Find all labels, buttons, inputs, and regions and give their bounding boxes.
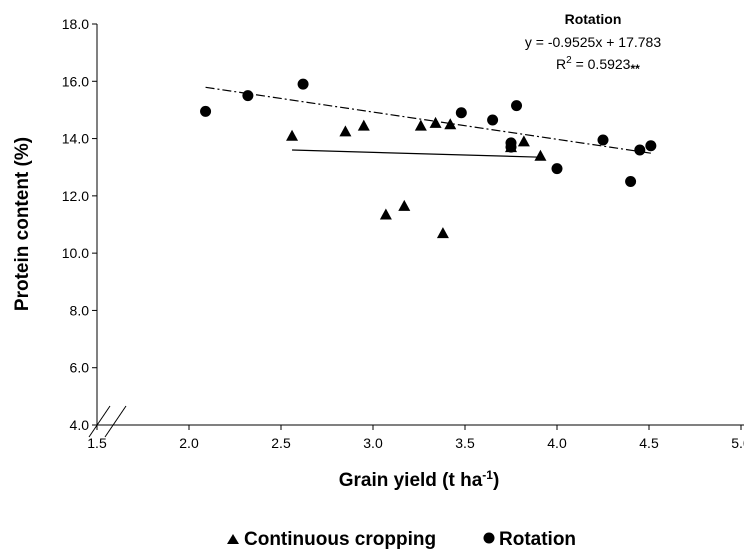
rotation-point [551,163,563,175]
rotation-point [625,176,637,188]
legend-label-continuous: Continuous cropping [244,529,436,550]
x-axis-title-main: Grain yield (t ha [339,470,483,491]
legend-triangle-marker [227,534,239,544]
r2-superscript: 2 [566,55,572,66]
x-tick-label: 2.0 [179,435,199,451]
continuous-cropping-point [414,119,427,131]
legend-circle-marker [483,532,495,544]
continuous-cropping-point [339,125,352,137]
continuous-cropping-point [444,118,457,130]
rotation-point [645,140,657,152]
axis-break-mark [88,405,111,438]
continuous-cropping-point [517,135,530,147]
x-axis-title: Grain yield (t ha-1) [339,468,500,491]
x-axis-title-superscript: -1 [482,468,493,482]
continuous-cropping-point [286,129,299,141]
x-tick-label: 1.5 [87,435,107,451]
rotation-point [487,114,499,126]
continuous-cropping-point [379,208,392,220]
y-tick-label: 16.0 [62,73,89,89]
rotation-point [455,107,467,119]
rotation-point [597,134,609,146]
continuous-cropping-point [534,149,547,161]
rotation-point [297,78,309,90]
x-tick-label: 3.5 [455,435,475,451]
annotation-r2: R2 = 0.5923** [556,55,640,76]
x-tick-label: 2.5 [271,435,291,451]
rotation-point [634,144,646,156]
y-tick-label: 4.0 [70,417,90,433]
trendlines [205,86,651,158]
r2-prefix: R [556,56,566,72]
continuous-cropping-point [357,119,370,131]
axis-break-mark [104,405,127,438]
continuous-cropping-trendline [292,149,541,158]
r2-value: = 0.5923 [572,56,631,72]
x-tick-label: 4.0 [547,435,567,451]
y-tick-label: 18.0 [62,16,89,32]
y-tick-label: 14.0 [62,131,89,147]
annotation-title: Rotation [565,11,622,27]
rotation-point [511,100,523,112]
y-tick-label: 8.0 [70,302,90,318]
x-tick-label: 4.5 [639,435,659,451]
x-axis-title-end: ) [493,470,499,491]
x-axis-ticks: 1.5 2.0 2.5 3.0 3.5 4.0 4.5 5.0 [87,425,744,451]
annotation-equation: y = -0.9525x + 17.783 [525,34,661,50]
rotation-trendline [205,86,651,154]
data-points [200,78,657,239]
y-axis-ticks: 4.0 6.0 8.0 10.0 12.0 14.0 16.0 18.0 [62,16,97,433]
y-tick-label: 10.0 [62,245,89,261]
y-axis-title: Protein content (%) [12,137,33,311]
y-tick-label: 6.0 [70,360,90,376]
x-tick-label: 5.0 [731,435,744,451]
continuous-cropping-point [436,227,449,239]
y-tick-label: 12.0 [62,188,89,204]
legend-label-rotation: Rotation [499,529,576,550]
continuous-cropping-point [398,199,411,211]
significance-mark: ** [630,62,640,76]
rotation-point [505,141,517,153]
legend: Continuous cropping Rotation [227,529,576,550]
x-tick-label: 3.0 [363,435,383,451]
continuous-cropping-point [429,116,442,128]
rotation-point [200,105,212,117]
rotation-point [242,90,254,102]
